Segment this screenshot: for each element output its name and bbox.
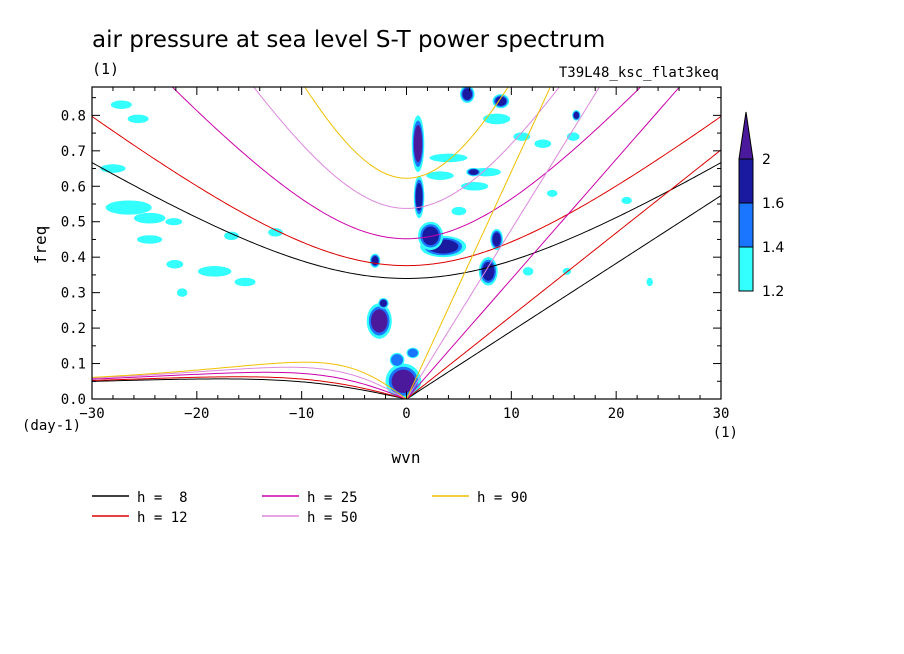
x-tick-label: −20 — [184, 406, 209, 422]
power-region-halo — [133, 212, 166, 224]
inertia-gravity-curve-h50 — [253, 87, 560, 209]
x-tick-label: 10 — [503, 406, 520, 422]
power-region-core — [462, 88, 473, 100]
chart-units: (1) — [92, 60, 119, 78]
power-region-halo — [429, 153, 468, 163]
y-tick-label: 0.0 — [61, 392, 86, 408]
y-tick-label: 0.6 — [61, 179, 86, 195]
colorbar-label: 1.6 — [762, 196, 784, 212]
x-tick-label: 0 — [402, 406, 410, 422]
power-region-halo — [224, 231, 239, 241]
x-tick-label: −10 — [289, 406, 314, 422]
x-tick-label: 30 — [713, 406, 730, 422]
y-axis-label: freq — [31, 226, 50, 265]
power-region-core — [468, 169, 479, 175]
colorbar-label: 1.4 — [762, 240, 784, 256]
power-region-halo — [268, 228, 283, 237]
power-region-halo — [197, 266, 232, 277]
power-region-core — [492, 232, 501, 247]
kelvin-curve-h50 — [406, 87, 601, 399]
kelvin-curve-h25 — [406, 87, 681, 399]
chart-title: air pressure at sea level S-T power spec… — [92, 27, 605, 53]
colorbar-segment — [738, 202, 754, 248]
power-region-halo — [546, 189, 558, 197]
power-region-core — [495, 96, 507, 106]
colorbar-segment — [738, 158, 754, 204]
legend-label: h = 25 — [307, 490, 358, 506]
power-region-halo — [534, 139, 552, 148]
chart-subtitle: T39L48_ksc_flat3keq — [559, 65, 719, 81]
colorbar-segment — [738, 246, 754, 292]
x-tick-label: −30 — [79, 406, 104, 422]
kelvin-curve-h90 — [406, 87, 551, 399]
plot-frame — [91, 86, 722, 400]
colorbar-extend-arrow — [738, 111, 754, 160]
power-region-halo — [176, 288, 188, 297]
rossby-curve-h8 — [92, 378, 407, 399]
x-axis-unit: (1) — [713, 425, 738, 441]
power-region-halo — [105, 200, 152, 215]
power-region-core — [379, 299, 387, 307]
power-region-halo — [646, 277, 653, 287]
power-region-core — [413, 125, 423, 163]
colorbar-label: 1.2 — [762, 284, 784, 300]
inertia-gravity-curve-h25 — [171, 87, 642, 240]
power-region-mid — [407, 348, 418, 358]
power-region-core — [370, 309, 388, 333]
power-region-core — [482, 262, 495, 281]
power-region-core — [573, 111, 580, 119]
x-axis-label: wvn — [392, 448, 421, 467]
power-region-mid — [391, 354, 404, 366]
legend-label: h = 12 — [137, 510, 188, 526]
kelvin-curve-h8 — [406, 195, 721, 399]
legend-label: h = 90 — [477, 490, 528, 506]
y-axis-unit: (day-1) — [22, 418, 81, 434]
inertia-gravity-curve-h12 — [92, 116, 721, 267]
y-tick-label: 0.2 — [61, 321, 86, 337]
power-region-halo — [127, 114, 149, 124]
y-tick-label: 0.3 — [61, 286, 86, 302]
y-tick-label: 0.8 — [61, 108, 86, 124]
rossby-curve-h25 — [92, 371, 407, 399]
kelvin-curve-h12 — [406, 149, 721, 399]
inertia-gravity-curve-h8 — [92, 162, 721, 279]
power-region-core — [415, 182, 423, 211]
y-tick-label: 0.7 — [61, 144, 86, 160]
legend: h = 8 h = 12 h = 25 h = 50 h = 90 — [92, 490, 528, 526]
power-region-halo — [110, 100, 132, 109]
power-region-halo — [234, 277, 256, 287]
power-region-halo — [137, 235, 163, 244]
power-region-halo — [166, 260, 184, 269]
power-regions — [100, 87, 653, 399]
colorbar-label: 2 — [762, 152, 771, 168]
colorbar: 1.2 1.4 1.6 2 — [738, 111, 784, 300]
rossby-curve-h90 — [92, 361, 407, 399]
y-tick-label: 0.5 — [61, 215, 86, 231]
dispersion-curves — [92, 87, 721, 399]
power-region-halo — [165, 218, 183, 226]
power-region-halo — [621, 196, 632, 204]
power-region-halo — [522, 267, 534, 276]
x-axis: −30 −20 −10 0 10 20 30 — [79, 87, 729, 422]
y-axis: 0.0 0.1 0.2 0.3 0.4 0.5 0.6 0.7 0.8 — [61, 97, 721, 408]
legend-label: h = 8 — [137, 490, 188, 506]
power-region-halo — [451, 206, 467, 216]
power-region-halo — [426, 171, 454, 180]
rossby-curve-h50 — [92, 366, 407, 399]
power-region-halo — [483, 113, 511, 125]
rossby-curve-h12 — [92, 376, 407, 399]
x-tick-label: 20 — [608, 406, 625, 422]
power-region-halo — [100, 164, 126, 173]
y-tick-label: 0.1 — [61, 357, 86, 373]
y-tick-label: 0.4 — [61, 250, 86, 266]
power-region-core — [391, 369, 416, 393]
inertia-gravity-curve-h90 — [304, 87, 509, 179]
legend-label: h = 50 — [307, 510, 358, 526]
